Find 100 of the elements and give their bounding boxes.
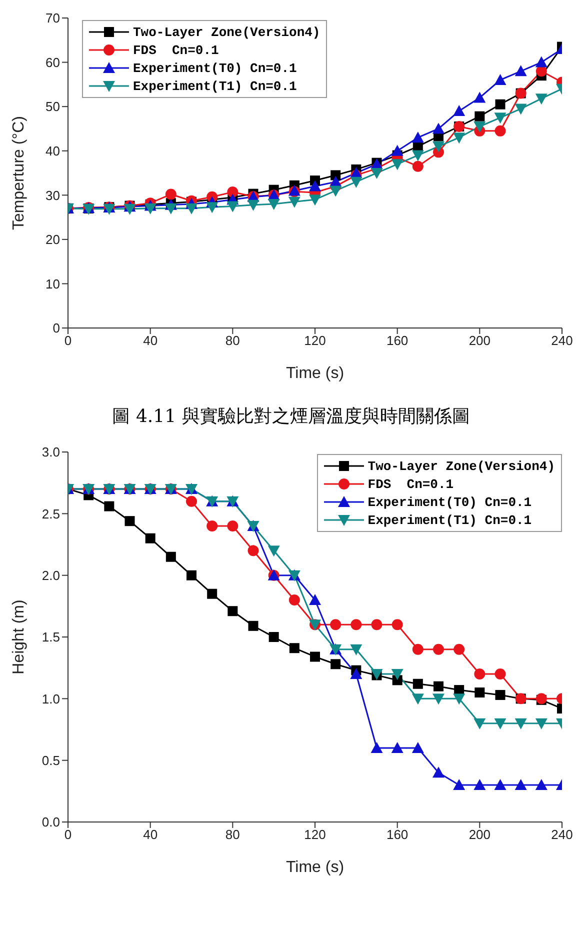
y-tick-label: 20 <box>46 232 60 248</box>
x-tick-label: 0 <box>64 827 72 842</box>
point <box>514 65 527 76</box>
point <box>391 159 404 170</box>
x-tick-label: 0 <box>64 333 72 348</box>
point <box>330 659 341 670</box>
point <box>495 99 506 110</box>
point <box>494 779 506 790</box>
point <box>350 644 362 656</box>
point <box>432 122 444 134</box>
point <box>310 652 320 662</box>
point <box>412 644 424 655</box>
y-tick-label: 2.0 <box>42 568 60 583</box>
point <box>330 619 342 630</box>
point <box>248 620 258 631</box>
point <box>370 168 383 179</box>
y-tick-label: 70 <box>46 10 60 26</box>
point <box>391 144 404 156</box>
point <box>453 105 466 116</box>
y-tick-label: 0.0 <box>42 814 60 830</box>
point <box>453 779 466 790</box>
point <box>227 520 238 532</box>
point <box>186 203 198 214</box>
point <box>434 681 444 692</box>
x-tick-label: 160 <box>386 333 408 348</box>
point <box>166 552 176 562</box>
point <box>454 644 465 655</box>
x-tick-label: 200 <box>468 333 491 348</box>
point <box>289 643 300 654</box>
point <box>288 594 300 606</box>
x-tick-label: 240 <box>551 827 573 842</box>
legend-label: FDS Cn=0.1 <box>133 42 219 58</box>
point <box>494 112 506 124</box>
point <box>164 203 177 214</box>
y-tick-label: 60 <box>46 54 60 70</box>
point <box>474 779 486 790</box>
x-axis-title: Time (s) <box>286 859 344 876</box>
point <box>248 545 259 556</box>
y-tick-label: 3.0 <box>42 444 60 460</box>
legend-label: FDS Cn=0.1 <box>368 476 454 492</box>
point <box>371 619 382 630</box>
y-tick-label: 0 <box>52 320 60 336</box>
point <box>494 718 506 730</box>
point <box>474 111 485 122</box>
y-tick-label: 40 <box>46 143 60 158</box>
y-tick-label: 30 <box>46 188 60 203</box>
legend-label: Two-Layer Zone(Version4) <box>133 24 320 40</box>
point <box>226 201 239 212</box>
x-tick-label: 40 <box>143 827 158 842</box>
point <box>412 150 424 162</box>
point <box>535 94 548 105</box>
point <box>391 669 404 680</box>
point <box>514 779 527 790</box>
point <box>392 619 403 630</box>
point <box>412 694 424 705</box>
x-tick-label: 120 <box>304 333 326 348</box>
point <box>186 496 197 507</box>
point <box>206 520 218 532</box>
y-tick-label: 1.5 <box>42 630 60 645</box>
point <box>432 766 444 778</box>
x-tick-label: 160 <box>386 827 408 842</box>
point <box>474 688 485 698</box>
point <box>474 92 486 103</box>
point <box>412 132 424 143</box>
point <box>412 160 424 172</box>
point <box>309 594 321 605</box>
point <box>432 141 444 152</box>
point <box>247 200 260 211</box>
point <box>124 204 136 215</box>
point <box>453 132 466 144</box>
x-tick-label: 120 <box>304 827 326 842</box>
point <box>268 199 280 210</box>
point <box>350 176 362 188</box>
point <box>495 690 506 700</box>
point <box>514 718 527 730</box>
point <box>453 694 466 705</box>
x-axis-title: Time (s) <box>286 365 344 382</box>
point <box>474 668 486 680</box>
point <box>145 533 156 544</box>
point <box>288 196 300 208</box>
point <box>474 718 486 730</box>
point <box>514 104 527 115</box>
point <box>309 194 321 206</box>
point <box>268 546 280 557</box>
point <box>124 516 135 526</box>
x-tick-label: 80 <box>225 827 240 842</box>
y-tick-label: 1.0 <box>42 691 60 706</box>
caption: 圖 4.11 與實驗比對之煙層溫度與時間關係圖 <box>111 405 471 428</box>
y-tick-label: 2.5 <box>42 506 60 522</box>
legend-label: Experiment(T0) Cn=0.1 <box>133 60 297 76</box>
point <box>186 570 196 580</box>
x-tick-label: 80 <box>225 333 240 348</box>
point <box>350 619 362 630</box>
y-axis-title: Height (m) <box>10 600 28 674</box>
point <box>370 742 383 753</box>
point <box>227 186 238 198</box>
point <box>494 74 506 85</box>
point <box>206 202 218 214</box>
point <box>309 180 321 192</box>
point <box>412 678 423 689</box>
